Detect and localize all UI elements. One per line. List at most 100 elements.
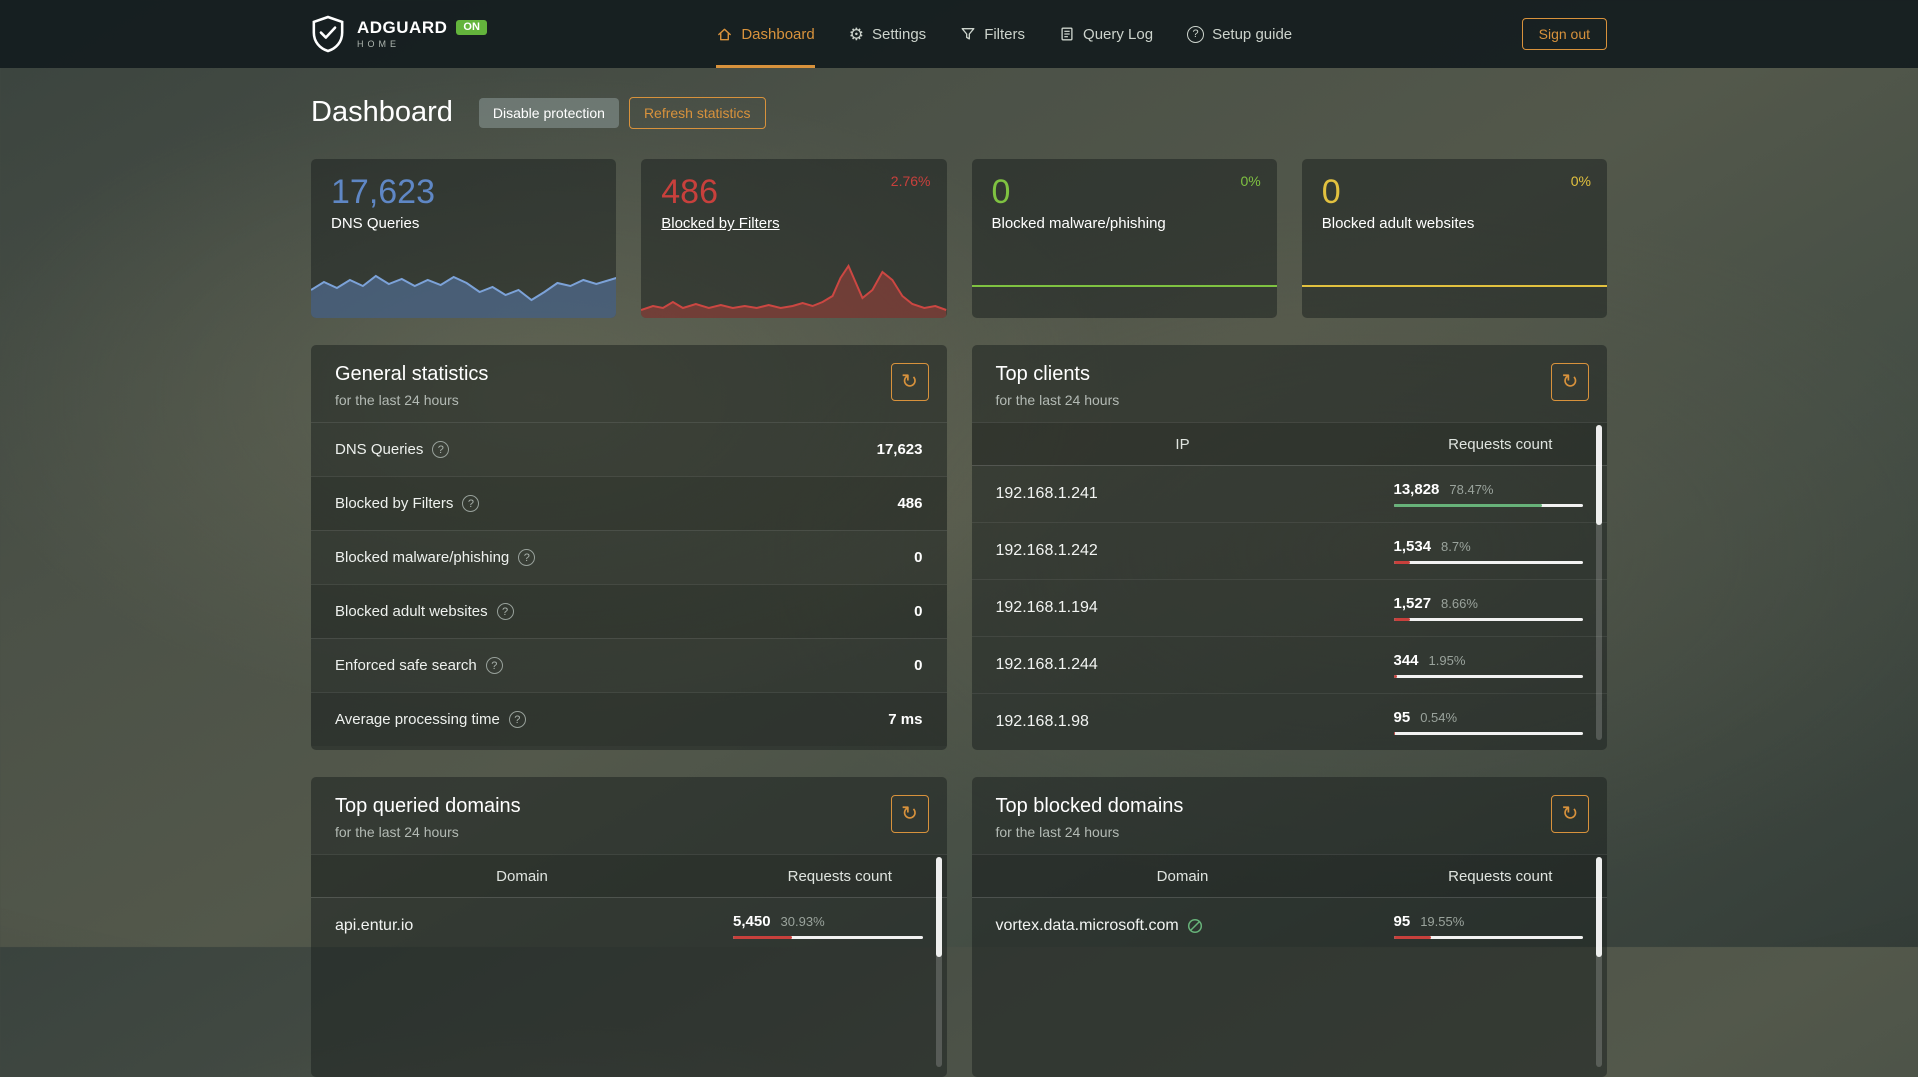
- brand-sub: HOME: [357, 39, 400, 49]
- help-icon[interactable]: ?: [496, 603, 514, 620]
- nav-item-filters[interactable]: Filters: [960, 0, 1025, 68]
- requests-count: 1,527: [1393, 595, 1432, 612]
- brand-name: ADGUARD: [357, 18, 448, 37]
- stats-row: Blocked by Filters? 486: [311, 476, 947, 530]
- stat-row-label: Blocked adult websites: [335, 603, 488, 620]
- nav-item-setup-guide[interactable]: ? Setup guide: [1187, 0, 1292, 68]
- middle-row: General statistics for the last 24 hours…: [311, 345, 1607, 750]
- protection-status-badge: ON: [456, 20, 487, 35]
- scrollbar[interactable]: [935, 857, 942, 1067]
- nav-item-label: Settings: [871, 25, 927, 43]
- adguard-logo-icon: [312, 15, 344, 53]
- refresh-icon: ↻: [1561, 803, 1579, 825]
- scrollbar-thumb[interactable]: [1596, 857, 1602, 957]
- bottom-row: Top queried domains for the last 24 hour…: [311, 777, 1607, 1077]
- help-icon[interactable]: ?: [518, 549, 536, 566]
- refresh-button[interactable]: ↻: [1551, 363, 1589, 401]
- progress-bar: [1393, 936, 1583, 939]
- panel-title: Top clients: [995, 363, 1091, 385]
- stat-label-link[interactable]: Blocked malware/phishing: [991, 215, 1166, 233]
- requests-percent: 19.55%: [1420, 914, 1465, 929]
- progress-bar: [1393, 732, 1583, 735]
- requests-count: 95: [1393, 709, 1411, 726]
- disable-protection-button[interactable]: Disable protection: [478, 97, 619, 128]
- requests-percent: 30.93%: [780, 914, 825, 929]
- help-icon[interactable]: ?: [508, 711, 526, 728]
- progress-bar: [1393, 561, 1583, 564]
- scrollbar[interactable]: [1596, 425, 1602, 740]
- refresh-statistics-button[interactable]: Refresh statistics: [628, 96, 766, 129]
- panel-subtitle: for the last 24 hours: [335, 824, 459, 840]
- stat-card-blocked-adult: 0 0% Blocked adult websites: [1301, 159, 1607, 318]
- help-icon[interactable]: ?: [432, 441, 450, 458]
- nav-item-query-log[interactable]: Query Log: [1059, 0, 1153, 68]
- stat-value: 0: [991, 173, 1011, 211]
- refresh-button[interactable]: ↻: [890, 363, 929, 401]
- refresh-icon: ↻: [901, 371, 918, 393]
- requests-percent: 1.95%: [1428, 653, 1466, 668]
- table-header: IP Requests count: [971, 422, 1607, 466]
- brand[interactable]: ADGUARD ON HOME: [311, 15, 487, 53]
- stats-row: Average processing time? 7 ms: [311, 692, 947, 746]
- sign-out-button[interactable]: Sign out: [1521, 18, 1607, 50]
- requests-count: 1,534: [1393, 538, 1432, 555]
- refresh-button[interactable]: ↻: [890, 795, 929, 833]
- stat-label-link[interactable]: Blocked adult websites: [1321, 215, 1475, 233]
- panel-title: General statistics: [335, 363, 489, 385]
- client-row: 192.168.1.194 1,527 8.66%: [971, 579, 1607, 636]
- stats-row: Blocked adult websites? 0: [311, 584, 947, 638]
- scrollbar-thumb[interactable]: [935, 857, 942, 957]
- dns-queries-sparkline: [311, 274, 617, 318]
- stat-label-link[interactable]: DNS Queries: [331, 215, 420, 233]
- stat-value: 0: [1321, 173, 1341, 211]
- domain-name[interactable]: api.entur.io: [335, 917, 414, 934]
- blocked-filters-sparkline: [641, 263, 947, 318]
- stat-percent: 0%: [1240, 173, 1261, 189]
- help-icon[interactable]: ?: [462, 495, 480, 512]
- table-header: Domain Requests count: [971, 854, 1607, 898]
- stats-row: Blocked malware/phishing? 0: [311, 530, 947, 584]
- refresh-button[interactable]: ↻: [1551, 795, 1589, 833]
- scrollbar[interactable]: [1596, 857, 1602, 1067]
- domain-row: vortex.data.microsoft.com 95 19.55%: [972, 898, 1608, 954]
- requests-count: 13,828: [1393, 481, 1440, 498]
- requests-count: 344: [1393, 652, 1419, 669]
- stat-label-link[interactable]: Blocked by Filters: [661, 215, 780, 233]
- client-row: 192.168.1.242 1,534 8.7%: [971, 522, 1607, 579]
- panel-subtitle: for the last 24 hours: [995, 824, 1120, 840]
- malware-flatline-chart: [971, 285, 1277, 287]
- general-statistics-table: DNS Queries? 17,623 Blocked by Filters? …: [311, 422, 947, 746]
- panel-subtitle: for the last 24 hours: [335, 392, 459, 408]
- nav-item-dashboard[interactable]: Dashboard: [716, 0, 815, 68]
- nav-item-label: Setup guide: [1212, 25, 1293, 43]
- nav-item-settings[interactable]: ⚙ Settings: [849, 0, 926, 68]
- nav-item-label: Query Log: [1083, 25, 1154, 43]
- client-ip[interactable]: 192.168.1.244: [995, 656, 1098, 673]
- help-icon[interactable]: ?: [485, 657, 503, 674]
- stat-card-blocked-by-filters: 486 2.76% Blocked by Filters: [641, 159, 947, 318]
- tracker-badge-icon: [1187, 918, 1202, 934]
- stat-card-dns-queries: 17,623 DNS Queries: [311, 159, 617, 318]
- stat-percent: 2.76%: [890, 173, 931, 189]
- stat-row-value: 0: [914, 657, 923, 674]
- stat-row-label: Blocked malware/phishing: [335, 549, 510, 566]
- domain-name[interactable]: vortex.data.microsoft.com: [972, 917, 1394, 935]
- client-ip[interactable]: 192.168.1.242: [995, 542, 1098, 559]
- requests-percent: 8.66%: [1441, 596, 1478, 611]
- stat-row-label: Enforced safe search: [335, 657, 477, 674]
- nav-item-label: Dashboard: [741, 25, 815, 43]
- panel-title: Top queried domains: [335, 795, 521, 817]
- top-clients-panel: Top clients for the last 24 hours ↻ IP R…: [971, 345, 1607, 750]
- scrollbar-thumb[interactable]: [1596, 425, 1602, 525]
- client-ip[interactable]: 192.168.1.194: [995, 599, 1098, 616]
- client-ip[interactable]: 192.168.1.241: [995, 485, 1098, 502]
- home-icon: [718, 28, 732, 40]
- page-title: Dashboard: [311, 96, 453, 128]
- panel-subtitle: for the last 24 hours: [995, 392, 1120, 408]
- column-header-requests: Requests count: [1448, 435, 1553, 453]
- client-ip[interactable]: 192.168.1.98: [995, 713, 1089, 730]
- progress-bar: [1393, 675, 1583, 678]
- stats-row: DNS Queries? 17,623: [311, 422, 947, 476]
- top-blocked-table: vortex.data.microsoft.com 95 19.55%: [972, 898, 1608, 954]
- stat-row-label: Average processing time: [335, 711, 500, 728]
